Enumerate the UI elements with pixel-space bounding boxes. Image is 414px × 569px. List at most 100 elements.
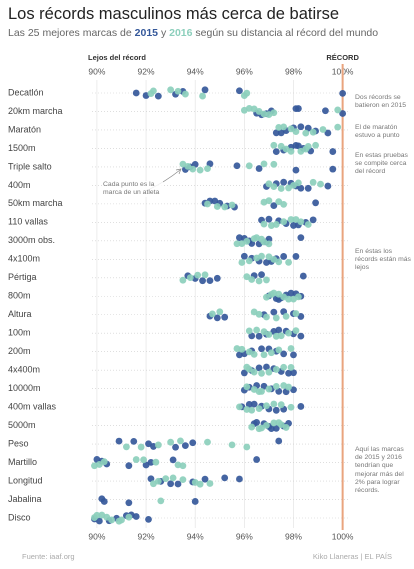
y-tick-label: 4x400m <box>8 365 40 375</box>
athlete-dot <box>309 128 317 136</box>
athlete-dot <box>132 89 140 97</box>
athlete-dot <box>154 477 162 485</box>
athlete-dot <box>299 272 307 280</box>
y-tick-label: Altura <box>8 309 32 319</box>
athlete-dot <box>199 92 206 100</box>
athlete-dot <box>265 215 273 223</box>
x-tick-label: 92% <box>138 531 155 541</box>
subtitle-text: y <box>160 27 167 39</box>
athlete-dot <box>309 216 317 224</box>
annotation: Aquí las marcas de 2015 y 2016 tendrían … <box>355 446 404 495</box>
athlete-dot <box>186 274 194 282</box>
athlete-dot <box>248 423 256 431</box>
athlete-dot <box>329 165 337 173</box>
athlete-dot <box>285 383 292 391</box>
athlete-dot <box>285 329 292 337</box>
athlete-dot <box>221 203 229 211</box>
athlete-dot <box>196 166 204 174</box>
athlete-dot <box>255 405 263 413</box>
athlete-dot <box>280 350 288 358</box>
athlete-dot <box>162 475 170 483</box>
chart-title: Los récords masculinos más cerca de bati… <box>8 5 340 23</box>
athlete-dot <box>272 129 280 137</box>
athlete-dot <box>206 277 214 285</box>
athlete-dot <box>263 421 270 429</box>
athlete-dot <box>265 180 273 188</box>
athlete-dot <box>282 424 290 431</box>
y-tick-label: 800m <box>8 291 31 301</box>
y-tick-label: 400m <box>8 180 31 190</box>
athlete-dot <box>297 184 305 192</box>
chart-subtitle: Las 25 mejores marcas de 2015 y 2016 seg… <box>8 27 378 39</box>
y-tick-label: 200m <box>8 346 31 356</box>
athlete-dot <box>245 327 253 335</box>
athlete-dot <box>221 313 229 321</box>
athlete-dot <box>248 276 256 283</box>
athlete-dot <box>253 326 261 334</box>
athlete-dot <box>179 462 187 470</box>
athlete-dot <box>287 363 295 371</box>
athlete-dot <box>100 458 108 466</box>
athlete-dot <box>260 220 268 228</box>
athlete-dot <box>270 160 278 168</box>
athlete-dot <box>285 295 292 303</box>
athlete-dot <box>265 385 273 393</box>
athlete-dot <box>265 197 273 205</box>
athlete-dot <box>304 142 312 150</box>
athlete-dot <box>292 128 300 136</box>
athlete-dot <box>295 293 302 301</box>
athlete-dot <box>260 351 268 359</box>
athlete-dot <box>115 437 123 445</box>
athlete-dot <box>292 327 300 335</box>
athlete-dot <box>272 406 280 414</box>
athlete-dot <box>238 345 246 353</box>
athlete-dot <box>181 90 189 98</box>
athlete-dot <box>292 253 300 260</box>
annotation: En éstas los récords están más lejos <box>355 248 411 272</box>
y-tick-label: 50km marcha <box>8 198 63 208</box>
athlete-dot <box>297 218 305 226</box>
athlete-dot <box>243 443 251 451</box>
athlete-dot <box>312 199 319 207</box>
annotation: Dos récords se batieron en 2015 <box>355 94 407 110</box>
athlete-dot <box>213 203 221 210</box>
athlete-dot <box>201 475 209 483</box>
athlete-dot <box>243 237 251 245</box>
athlete-dot <box>275 326 283 334</box>
athlete-dot <box>236 87 243 95</box>
athlete-dot <box>280 218 288 226</box>
athlete-dot <box>201 86 209 94</box>
athlete-dot <box>287 403 295 411</box>
athlete-dot <box>130 437 138 445</box>
athlete-dot <box>152 458 160 466</box>
athlete-dot <box>297 234 305 242</box>
athlete-dot <box>287 345 295 352</box>
athlete-dot <box>140 456 148 464</box>
athlete-dot <box>280 123 288 131</box>
athlete-dot <box>169 456 177 464</box>
athlete-dot <box>267 425 275 432</box>
athlete-dot <box>172 443 179 451</box>
athlete-dot <box>157 497 165 505</box>
athlete-dot <box>253 419 261 426</box>
athlete-dot <box>177 437 184 445</box>
y-tick-label: Martillo <box>8 457 37 467</box>
athlete-dot <box>258 252 265 260</box>
athlete-dot <box>297 403 305 410</box>
axis-header: Lejos del récord <box>88 53 146 62</box>
athlete-dot <box>209 310 216 318</box>
athlete-dot <box>123 443 130 451</box>
y-tick-label: Decatlón <box>8 87 44 97</box>
athlete-dot <box>297 332 305 340</box>
athlete-dot <box>132 513 140 520</box>
athlete-dot <box>270 400 278 408</box>
subtitle-text: según su distancia al récord del mundo <box>195 27 379 39</box>
athlete-dot <box>179 476 187 484</box>
y-tick-label: Maratón <box>8 124 41 134</box>
athlete-dot <box>295 105 302 112</box>
athlete-dot <box>250 368 258 376</box>
athlete-dot <box>243 89 251 97</box>
athlete-dot <box>189 439 197 447</box>
athlete-dot <box>132 456 140 463</box>
annotation: El de maratón estuvo a punto <box>355 124 400 140</box>
